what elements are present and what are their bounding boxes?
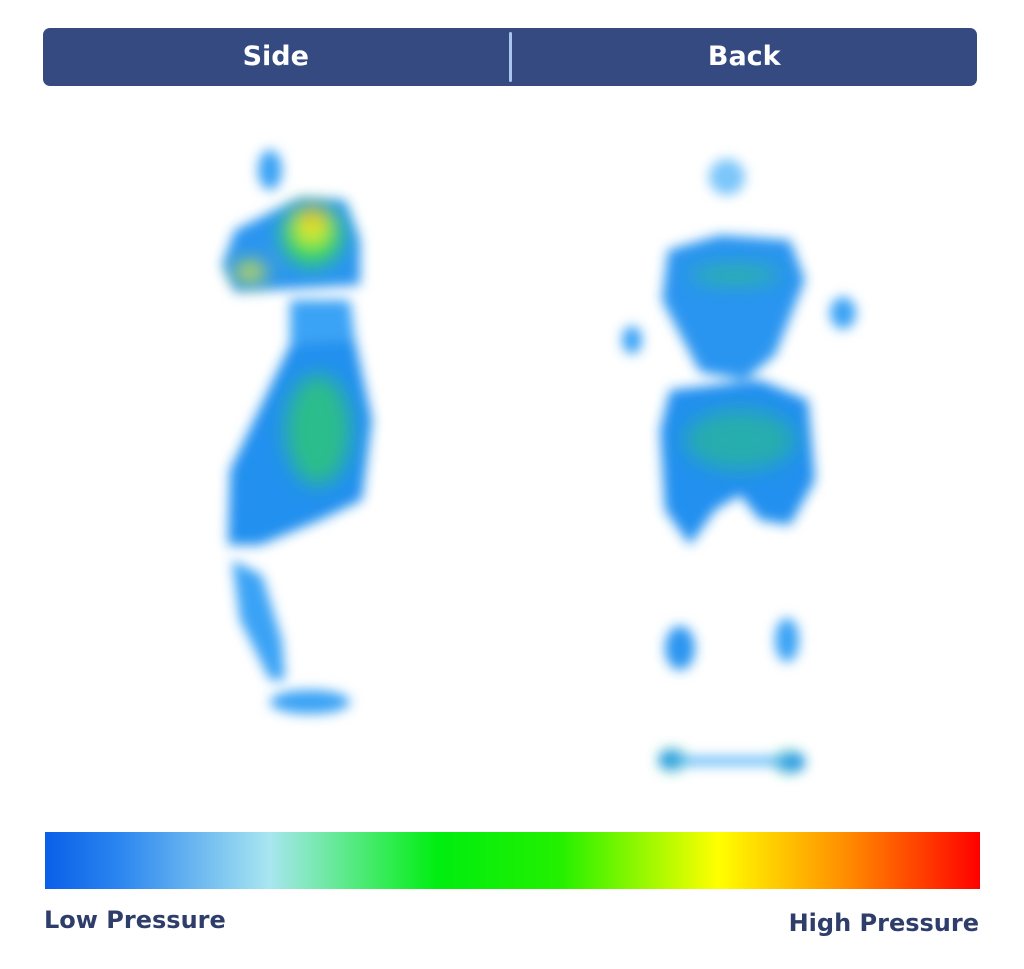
pressure-legend-bar [45, 832, 980, 889]
tab-divider [508, 32, 512, 82]
low-pressure-label: Low Pressure [44, 906, 226, 934]
high-pressure-label: High Pressure [788, 909, 979, 937]
pressure-map [222, 150, 856, 772]
tab-back[interactable]: Back [707, 41, 781, 72]
view-tabs: Side Back [43, 28, 977, 86]
side-hotspots [234, 205, 350, 485]
back-hotspots [667, 267, 795, 767]
tab-side[interactable]: Side [242, 41, 309, 72]
